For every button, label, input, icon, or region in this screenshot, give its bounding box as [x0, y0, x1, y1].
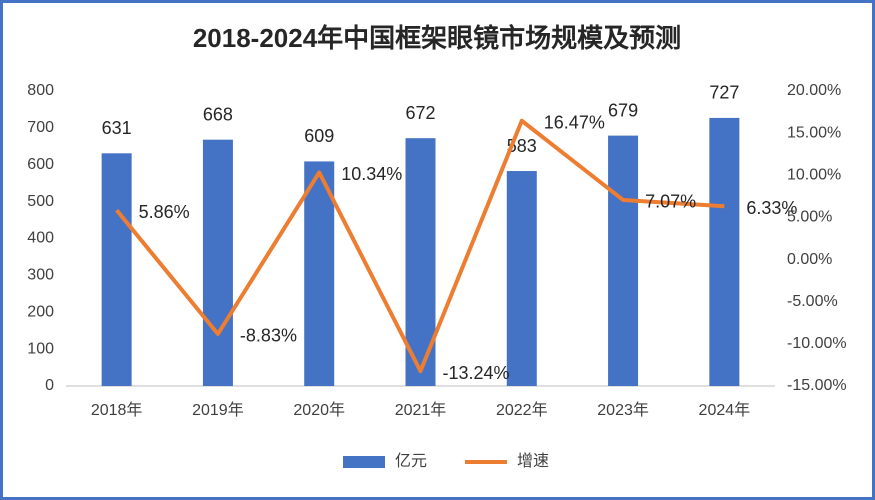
line-value-label: 5.86% [139, 202, 190, 222]
line [115, 118, 725, 374]
y-tick-label: 800 [27, 82, 54, 99]
y-tick-label: 500 [27, 193, 54, 210]
bar-value-label: 609 [304, 126, 334, 146]
chart-title: 2018-2024年中国框架眼镜市场规模及预测 [193, 23, 681, 53]
bar [202, 139, 233, 386]
y-tick-label: 300 [27, 267, 54, 284]
x-tick-label: 2020年 [293, 401, 345, 419]
y-tick-label: 600 [27, 156, 54, 173]
bar [608, 135, 639, 386]
y2-tick-label: 15.00% [787, 124, 841, 141]
line-value-label: 7.07% [645, 192, 696, 212]
x-tick-label: 2023年 [597, 401, 649, 419]
y2-tick-label: 0.00% [787, 251, 832, 268]
bar-value-label: 727 [709, 83, 739, 103]
line-value-label: -8.83% [240, 326, 297, 346]
y2-tick-label: -15.00% [787, 377, 847, 394]
bar-value-label: 679 [608, 100, 638, 120]
y-tick-label: 0 [45, 377, 54, 394]
y2-tick-label: -10.00% [787, 335, 847, 352]
line-value-label: 10.34% [341, 164, 402, 184]
legend-swatch [343, 456, 385, 468]
bar [304, 161, 335, 386]
bar-value-label: 672 [405, 103, 435, 123]
y2-tick-label: -5.00% [787, 293, 838, 310]
x-tick-label: 2019年 [192, 401, 244, 419]
bar-value-label: 631 [102, 118, 132, 138]
line-value-label: 16.47% [544, 113, 605, 133]
line-value-label: 6.33% [746, 198, 797, 218]
y2-tick-label: 10.00% [787, 167, 841, 184]
bar-value-label: 668 [203, 104, 233, 124]
y-tick-label: 200 [27, 303, 54, 320]
legend-label: 亿元 [395, 452, 427, 470]
bar [506, 171, 537, 386]
legend-label: 增速 [517, 452, 549, 470]
x-tick-label: 2024年 [699, 401, 751, 419]
y-tick-label: 400 [27, 230, 54, 247]
x-tick-label: 2022年 [496, 401, 548, 419]
y2-tick-label: 5.00% [787, 209, 832, 226]
x-tick-label: 2021年 [395, 401, 447, 419]
y-tick-label: 100 [27, 340, 54, 357]
y2-tick-label: 20.00% [787, 82, 841, 99]
x-tick-label: 2018年 [91, 401, 143, 419]
bar [101, 153, 132, 386]
bar [709, 117, 740, 386]
line-value-label: -13.24% [443, 363, 510, 383]
y-tick-label: 700 [27, 119, 54, 136]
